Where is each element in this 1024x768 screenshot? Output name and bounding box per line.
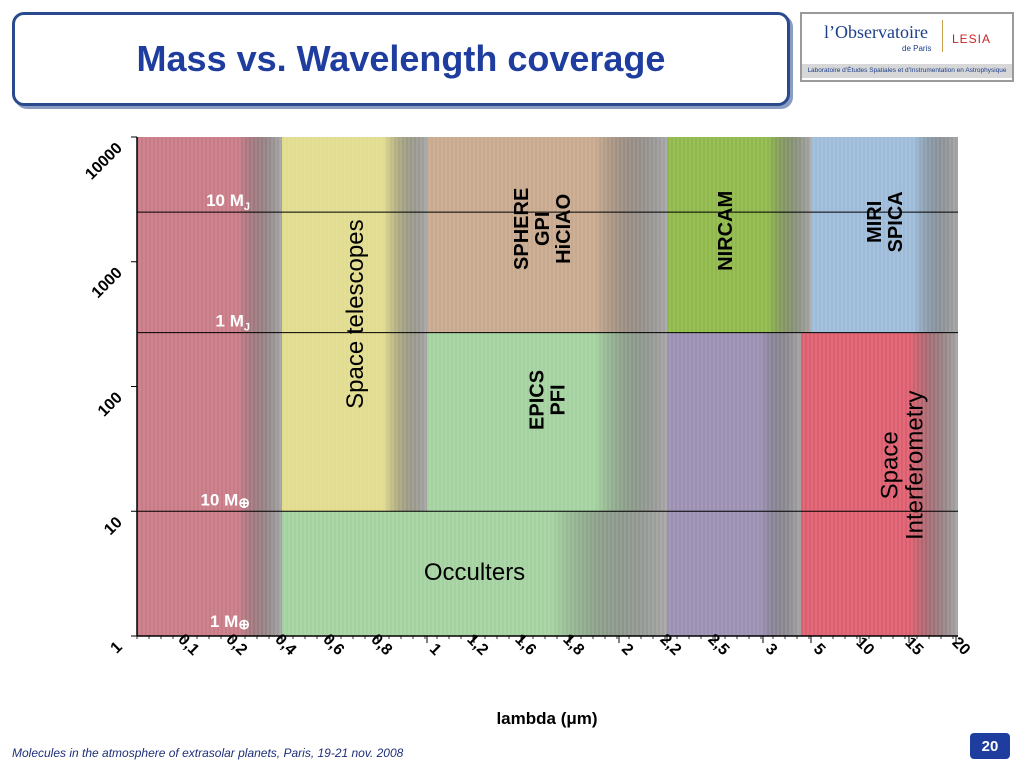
region-light_green-5: [427, 332, 667, 512]
reference-label-main: 10 M: [200, 490, 238, 509]
region-texture-7: [669, 332, 799, 636]
region-label-2: SPHERE GPI HiCIAO: [511, 188, 575, 270]
region-texture-0: [139, 137, 281, 636]
logo-observatoire-name: l’Observatoire: [824, 22, 928, 42]
region-label-line: GPI: [532, 212, 554, 246]
reference-label: 1 M⊕: [210, 612, 250, 632]
region-texture-1: [284, 137, 426, 512]
reference-label-sup: ⊕: [238, 494, 250, 510]
region-label-line: Interferometry: [902, 391, 929, 540]
region-label-6: Occulters: [424, 559, 525, 586]
region-texture-8: [803, 332, 957, 636]
page-number-badge: 20: [970, 733, 1010, 759]
region-label-4: MIRI SPICA: [864, 191, 907, 252]
region-label-1: Space telescopes: [342, 219, 369, 408]
y-tick-label: 1000: [89, 264, 126, 301]
x-tick-label: 2: [618, 641, 636, 659]
y-tick-label: 10000: [82, 140, 126, 184]
reference-label-main: 1 M: [210, 612, 238, 631]
logo-lesia: LESIA: [952, 32, 992, 46]
region-yellow-1: [282, 137, 427, 512]
region-label-line: SPICA: [885, 191, 907, 252]
region-label-5: EPICS PFI: [527, 370, 570, 430]
region-label-line: Space telescopes: [342, 219, 369, 408]
region-texture-6: [284, 511, 666, 636]
y-tick-label: 100: [95, 389, 126, 420]
region-pink-8: [801, 332, 958, 636]
region-label-3: NIRCAM: [715, 191, 737, 271]
region-label-line: HiCIAO: [553, 194, 575, 264]
region-label-line: Occulters: [424, 559, 525, 586]
region-label-line: Space: [876, 431, 903, 499]
x-tick-label: 1: [426, 641, 444, 659]
observatoire-lesia-logo: l’Observatoire de Paris LESIA Laboratoir…: [800, 12, 1014, 82]
logo-separator: [942, 20, 943, 52]
region-tan-2: [427, 137, 667, 333]
region-texture-4: [813, 137, 955, 333]
region-label-line: NIRCAM: [715, 191, 737, 271]
reference-label-sub: J: [244, 201, 250, 213]
reference-label-sup: ⊕: [238, 616, 250, 632]
region-light_green-6: [282, 511, 667, 636]
region-green_top-3: [667, 137, 811, 333]
y-tick-label: 1: [108, 639, 126, 657]
region-label-line: EPICS: [527, 370, 549, 430]
x-tick-label: 10: [853, 634, 878, 659]
x-tick-label: 5: [810, 641, 828, 659]
slide-title: Mass vs. Wavelength coverage: [136, 38, 666, 79]
x-tick-label: 20: [949, 634, 974, 659]
logo-subtitle: de Paris: [902, 44, 932, 53]
region-red-0: [137, 137, 282, 636]
region-purple-7: [667, 332, 801, 636]
reference-label-main: 1 M: [216, 312, 244, 331]
title-box: Mass vs. Wavelength coverage: [12, 12, 790, 106]
region-label-line: SPHERE: [511, 188, 533, 270]
region-label-line: MIRI: [864, 201, 886, 243]
reference-label-main: 10 M: [206, 191, 244, 210]
region-texture-2: [429, 137, 667, 333]
region-label-line: PFI: [548, 384, 570, 415]
region-texture-3: [669, 137, 811, 333]
reference-label-sub: J: [244, 322, 250, 334]
reference-label: 1 MJ: [216, 312, 250, 334]
y-tick-label: 10: [101, 514, 126, 539]
region-texture-5: [429, 332, 667, 512]
reference-label: 10 MJ: [206, 191, 250, 213]
region-blue-4: [811, 137, 958, 333]
x-tick-label: 3: [762, 641, 780, 659]
x-axis-title: lambda (μm): [496, 709, 597, 728]
reference-label: 10 M⊕: [200, 490, 250, 510]
footer-text: Molecules in the atmosphere of extrasola…: [12, 746, 404, 760]
logo-tagline: Laboratoire d’Études Spatiales et d’Inst…: [802, 64, 1012, 78]
